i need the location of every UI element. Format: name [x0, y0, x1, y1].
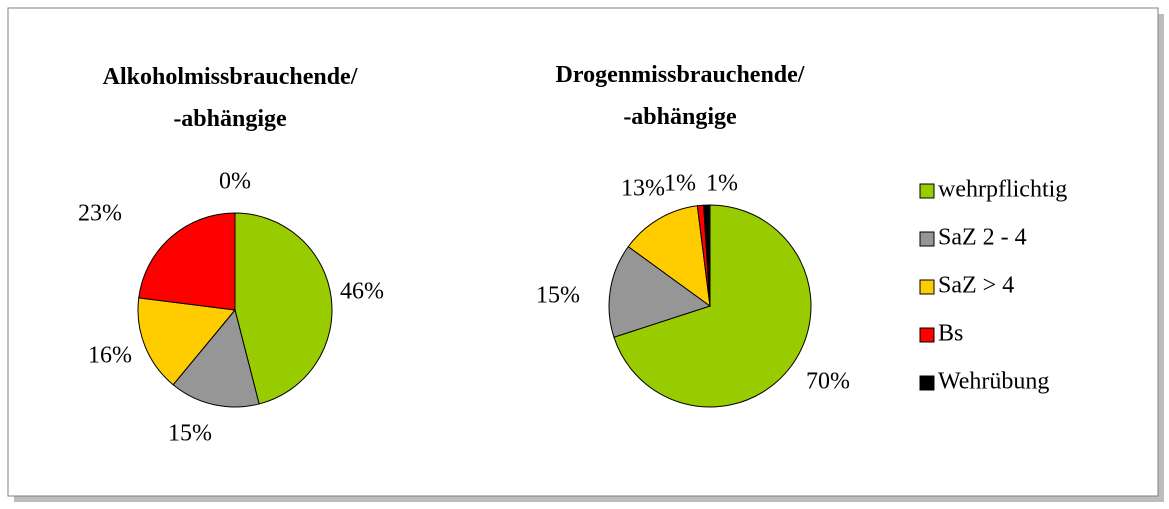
pie-slice: [613, 204, 812, 408]
legend-swatch: [919, 231, 935, 247]
data-label: 0%: [219, 169, 251, 195]
pie-slice: [627, 205, 711, 308]
data-label: 16%: [88, 343, 132, 369]
data-label: 13%: [621, 176, 665, 202]
data-label: 1%: [664, 171, 696, 197]
pie-slice: [608, 245, 712, 338]
legend-swatch: [919, 279, 935, 295]
data-label: 1%: [706, 171, 738, 197]
legend-label: Bs: [938, 321, 963, 347]
legend-swatch: [919, 375, 935, 391]
legend-label: SaZ > 4: [938, 273, 1014, 299]
legend-swatch: [919, 327, 935, 343]
pie-slice: [703, 204, 711, 307]
legend-label: SaZ 2 - 4: [938, 225, 1027, 251]
legend-label: wehrpflichtig: [938, 177, 1067, 203]
pie-slice: [137, 297, 236, 386]
data-label: 15%: [168, 421, 212, 447]
legend-swatch: [919, 183, 935, 199]
data-label: 23%: [78, 201, 122, 227]
chart-title: Drogenmissbrauchende/ -abhängige: [555, 62, 805, 130]
pie-slice: [234, 212, 333, 405]
pie-slice: [172, 308, 260, 408]
chart-title: Alkoholmissbrauchende/ -abhängige: [102, 64, 358, 132]
pie-slice: [138, 212, 236, 311]
data-label: 46%: [340, 279, 384, 305]
data-label: 70%: [806, 369, 850, 395]
data-label: 15%: [536, 283, 580, 309]
legend-label: Wehrübung: [938, 369, 1049, 395]
